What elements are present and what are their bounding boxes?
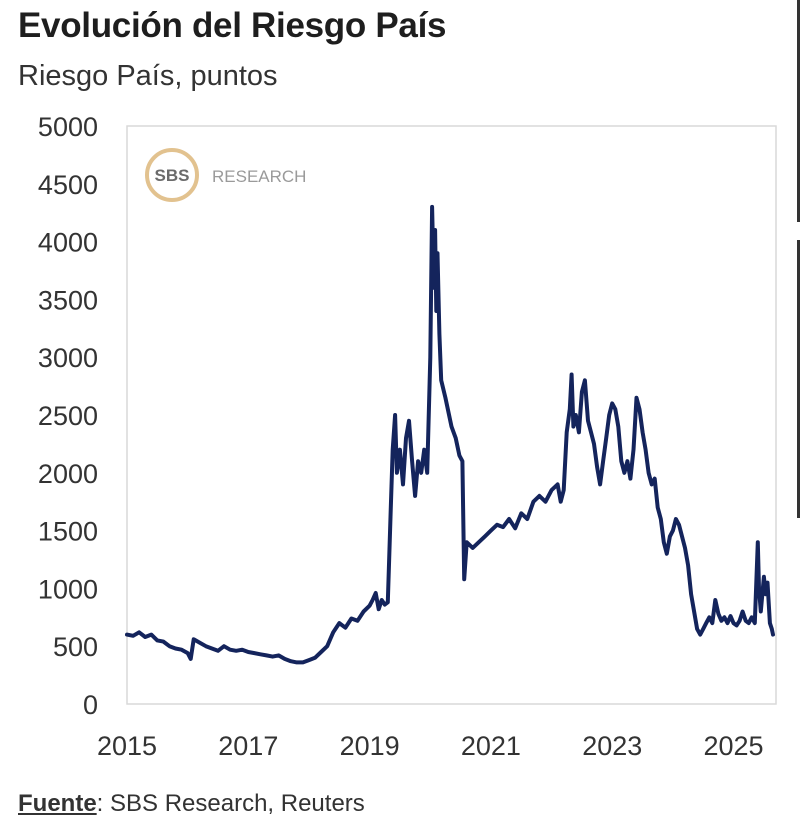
y-tick-label: 5000 [38,112,98,142]
y-axis-ticks: 0 500 1000 1500 2000 2500 3000 3500 4000 4500 5000 [38,112,98,720]
logo-badge-text: SBS [155,166,190,185]
x-tick-label: 2021 [461,731,521,761]
y-tick-label: 3000 [38,343,98,373]
y-tick-label: 4000 [38,228,98,258]
series-group [125,204,775,665]
y-tick-label: 1500 [38,517,98,547]
chart-subtitle: Riesgo País, puntos [18,60,278,92]
chart-title: Evolución del Riesgo País [18,6,447,45]
plot-area-frame [126,125,777,705]
x-tick-label: 2025 [704,731,764,761]
x-axis-ticks: 2015 2017 2019 2021 2023 2025 [97,731,764,761]
series-line [125,204,775,665]
x-tick-label: 2015 [97,731,157,761]
chart-svg: SBS RESEARCH 0 500 1000 1500 2000 2500 3000 350… [38,112,777,761]
right-edge-divider-top [797,0,800,222]
y-tick-label: 500 [53,632,98,662]
right-edge-divider-bottom [797,240,800,518]
x-tick-label: 2017 [218,731,278,761]
y-tick-label: 3500 [38,285,98,315]
x-tick-label: 2023 [582,731,642,761]
y-tick-label: 2000 [38,459,98,489]
source-label: Fuente [18,790,97,817]
y-tick-label: 2500 [38,401,98,431]
source-note: Fuente: SBS Research, Reuters [18,790,365,818]
x-tick-label: 2019 [340,731,400,761]
logo-ring [145,148,199,202]
sbs-research-logo: SBS RESEARCH [145,148,306,202]
source-text: : SBS Research, Reuters [96,790,365,817]
y-tick-label: 4500 [38,170,98,200]
logo-research-text: RESEARCH [212,167,306,186]
y-tick-label: 1000 [38,574,98,604]
y-tick-label: 0 [83,690,98,720]
